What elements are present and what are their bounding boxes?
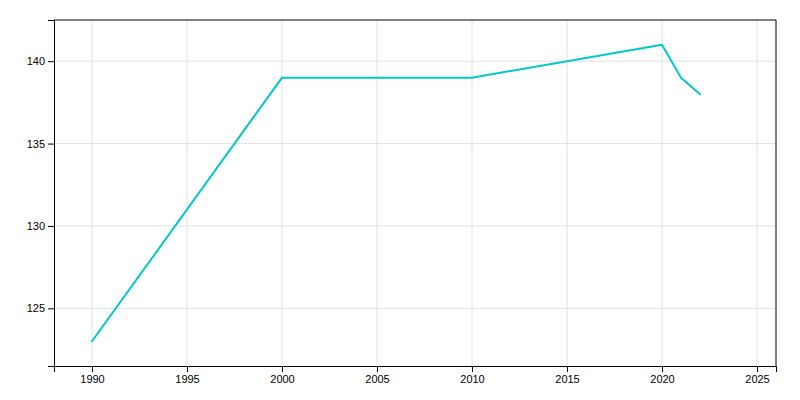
y-tick: 125: [27, 302, 54, 314]
x-tick-mark: [567, 366, 568, 372]
x-tick-mark: [92, 366, 93, 372]
x-grid-line: [567, 20, 568, 366]
y-tick: 130: [27, 220, 54, 232]
y-tick: 140: [27, 55, 54, 67]
plot-frame: [54, 20, 776, 21]
x-tick-label: 2010: [460, 373, 484, 385]
x-tick: 1995: [175, 366, 199, 385]
x-tick-label: 2025: [745, 373, 769, 385]
y-tick-label: 125: [27, 302, 45, 314]
plot-area: 1990 1995 2000 2005 2010 2015 2020 2025 125 130 13…: [27, 20, 777, 385]
x-tick: 2025: [745, 366, 769, 385]
x-grid-line: [662, 20, 663, 366]
y-grid-line: [54, 308, 776, 309]
y-tick-mark: [48, 226, 54, 227]
x-tick-label: 2020: [650, 373, 674, 385]
plot-frame: [776, 20, 777, 366]
x-tick-label: 1995: [175, 373, 199, 385]
x-grid-line: [757, 20, 758, 366]
x-tick: 2000: [270, 366, 294, 385]
x-grid-line: [472, 20, 473, 366]
grid: [54, 20, 776, 366]
x-tick: 2010: [460, 366, 484, 385]
y-grid-line: [54, 225, 776, 226]
x-tick-mark: [187, 366, 188, 372]
y-axis-line: [48, 21, 55, 367]
y-tick-mark: [48, 144, 54, 145]
marks: [92, 45, 700, 342]
x-tick: 2020: [650, 366, 674, 385]
x-tick-label: 2000: [270, 373, 294, 385]
x-axis-line: [55, 367, 777, 373]
y-tick: 135: [27, 138, 54, 150]
x-tick-mark: [662, 366, 663, 372]
x-grid-line: [377, 20, 378, 366]
y-grid-line: [54, 61, 776, 62]
x-tick-label: 2005: [365, 373, 389, 385]
x-tick-mark: [377, 366, 378, 372]
x-tick: 2005: [365, 366, 389, 385]
chart: 1990 1995 2000 2005 2010 2015 2020 2025 125 130 13…: [0, 0, 800, 400]
x-tick: 1990: [80, 366, 104, 385]
x-tick: 2015: [555, 366, 579, 385]
y-axis: 125 130 135 140: [27, 21, 55, 367]
y-tick-label: 130: [27, 220, 45, 232]
y-tick-mark: [48, 61, 54, 62]
x-tick-mark: [757, 366, 758, 372]
x-grid-line: [92, 20, 93, 366]
x-axis: 1990 1995 2000 2005 2010 2015 2020 2025: [55, 366, 777, 385]
y-tick-mark: [48, 308, 54, 309]
x-tick-label: 2015: [555, 373, 579, 385]
data-line: [92, 45, 700, 342]
x-grid-line: [282, 20, 283, 366]
y-tick-label: 140: [27, 55, 45, 67]
x-tick-mark: [282, 366, 283, 372]
y-tick-label: 135: [27, 138, 45, 150]
y-grid-line: [54, 143, 776, 144]
x-grid-line: [187, 20, 188, 366]
x-tick-mark: [472, 366, 473, 372]
x-tick-label: 1990: [80, 373, 104, 385]
